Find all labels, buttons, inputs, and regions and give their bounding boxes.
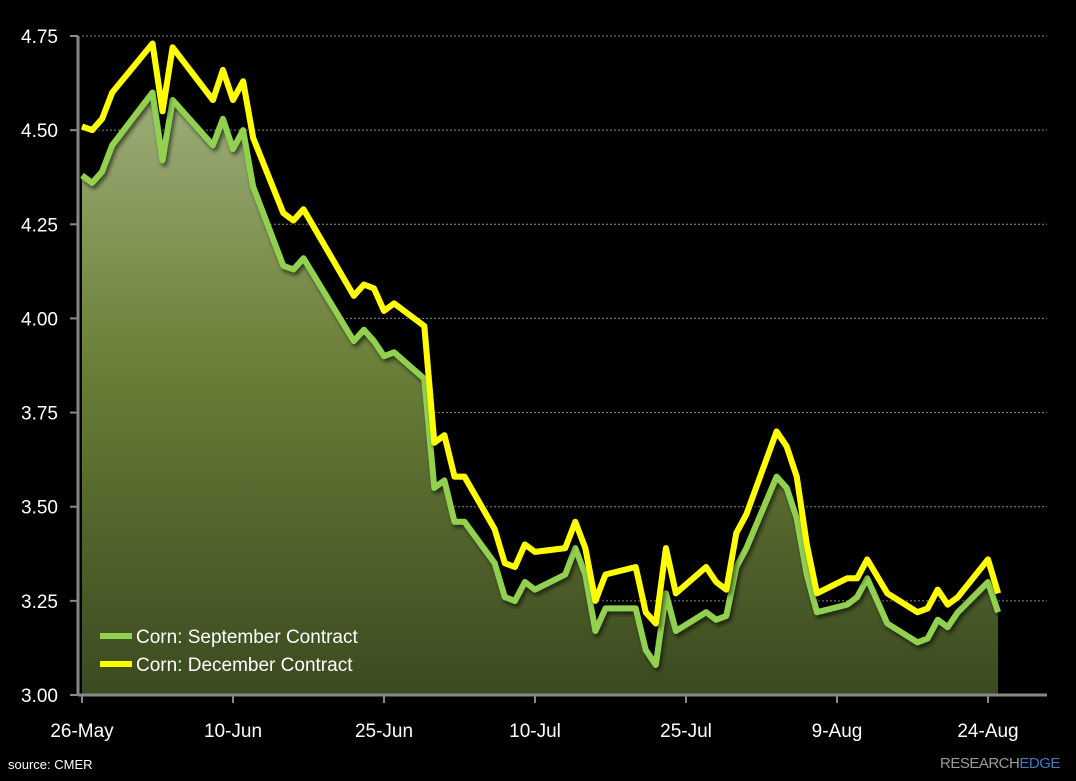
y-tick-label: 3.50 <box>21 498 58 519</box>
legend-label-september: Corn: September Contract <box>136 627 358 648</box>
y-tick-label: 4.25 <box>21 215 58 236</box>
logo-research: RESEARCH <box>940 755 1020 772</box>
area-fill <box>82 92 999 695</box>
y-tick-label: 3.00 <box>21 686 58 707</box>
y-tick-label: 4.75 <box>21 27 58 48</box>
source-note: source: CMER <box>8 757 93 772</box>
y-tick-label: 4.50 <box>21 121 58 142</box>
x-tick-label: 9-Aug <box>812 721 863 742</box>
logo-edge: EDGE <box>1019 755 1060 772</box>
research-edge-logo: RESEARCHEDGE <box>940 755 1060 772</box>
x-tick-label: 10-Jul <box>509 721 561 742</box>
area-september <box>82 92 999 695</box>
x-tick-label: 10-Jun <box>204 721 262 742</box>
y-tick-label: 3.75 <box>21 404 58 425</box>
x-tick-label: 26-May <box>50 721 114 742</box>
y-tick-label: 4.00 <box>21 309 58 330</box>
legend: Corn: September Contract Corn: December … <box>100 627 358 676</box>
series-lines <box>80 40 1001 668</box>
axes: 3.00 3.25 3.50 3.75 4.00 4.25 4.50 4.75 26-May 10… <box>21 27 1047 742</box>
x-tick-label: 25-Jun <box>355 721 413 742</box>
x-tick-label: 25-Jul <box>660 721 712 742</box>
y-tick-label: 3.25 <box>21 592 58 613</box>
legend-label-december: Corn: December Contract <box>136 655 353 676</box>
x-tick-label: 24-Aug <box>957 721 1018 742</box>
